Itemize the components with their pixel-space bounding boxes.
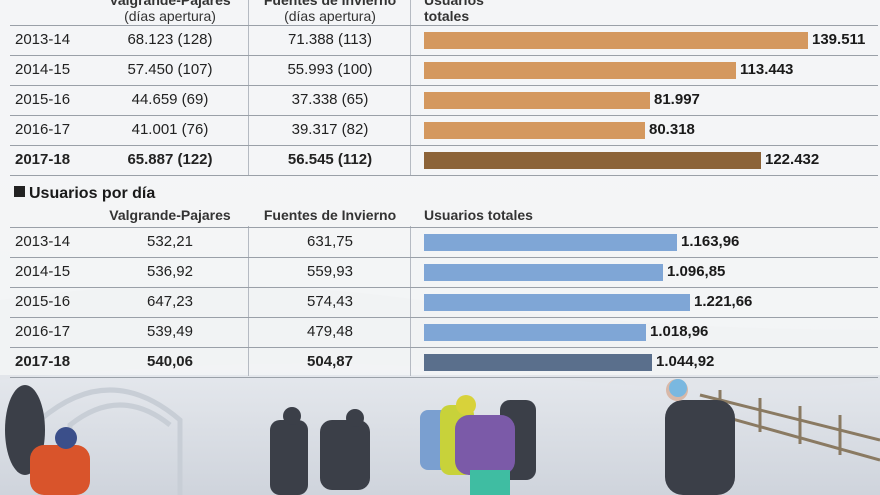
valgrande-value: 540,06 xyxy=(147,353,193,370)
row-rule xyxy=(10,317,878,318)
header-fuentes: Fuentes de Invierno (días apertura) xyxy=(263,0,397,24)
fuentes-value: 479,48 xyxy=(307,323,353,340)
season-label: 2015-16 xyxy=(15,91,71,108)
bar-value-label: 113.443 xyxy=(740,61,794,78)
table-row: 2014-15 57.450 (107) 55.993 (100) 113.443 xyxy=(0,55,880,85)
bar-usuarios xyxy=(424,152,761,169)
season-label: 2016-17 xyxy=(15,323,71,340)
bar-usuarios xyxy=(424,122,645,139)
row-rule xyxy=(10,287,878,288)
bar-value-label: 1.163,96 xyxy=(681,233,740,250)
row-rule xyxy=(10,85,878,86)
table-row: 2017-18 65.887 (122) 56.545 (112) 122.432 xyxy=(0,145,880,175)
fuentes-value: 55.993 (100) xyxy=(287,61,373,78)
fuentes-value: 39.317 (82) xyxy=(291,121,369,138)
bar-usuarios xyxy=(424,32,808,49)
table-row: 2016-17 41.001 (76) 39.317 (82) 80.318 xyxy=(0,115,880,145)
valgrande-value: 647,23 xyxy=(147,293,193,310)
row-rule xyxy=(10,55,878,56)
table-row: 2017-18 540,06 504,87 1.044,92 xyxy=(0,347,880,377)
row-rule xyxy=(10,227,878,228)
column-divider xyxy=(410,0,411,176)
table-row: 2016-17 539,49 479,48 1.018,96 xyxy=(0,317,880,347)
valgrande-value: 536,92 xyxy=(147,263,193,280)
row-rule xyxy=(10,25,878,26)
season-label: 2014-15 xyxy=(15,263,71,280)
bar-value-label: 80.318 xyxy=(649,121,695,138)
bar-value-label: 1.096,85 xyxy=(667,263,726,280)
season-label: 2013-14 xyxy=(15,31,71,48)
fuentes-value: 56.545 (112) xyxy=(287,151,373,168)
table-row: 2013-14 532,21 631,75 1.163,96 xyxy=(0,227,880,257)
valgrande-value: 539,49 xyxy=(147,323,193,340)
table-usuarios-totales: Valgrande-Pajares (días apertura) Fuente… xyxy=(0,0,880,180)
column-divider xyxy=(248,0,249,176)
section-title: Usuarios por día xyxy=(14,185,155,203)
fuentes-value: 631,75 xyxy=(307,233,353,250)
fuentes-value: 574,43 xyxy=(307,293,353,310)
valgrande-value: 44.659 (69) xyxy=(131,91,209,108)
row-rule xyxy=(10,175,878,176)
fuentes-value: 559,93 xyxy=(307,263,353,280)
bar-value-label: 139.511 xyxy=(812,31,866,48)
fuentes-value: 71.388 (113) xyxy=(288,31,372,48)
season-label: 2016-17 xyxy=(15,121,71,138)
bar-value-label: 81.997 xyxy=(654,91,700,108)
table-row: 2013-14 68.123 (128) 71.388 (113) 139.511 xyxy=(0,25,880,55)
row-rule xyxy=(10,145,878,146)
table-row: 2015-16 44.659 (69) 37.338 (65) 81.997 xyxy=(0,85,880,115)
bar-usuarios xyxy=(424,92,650,109)
season-label: 2017-18 xyxy=(15,151,71,168)
valgrande-value: 57.450 (107) xyxy=(127,61,213,78)
header-valgrande-dia: Valgrande-Pajares xyxy=(109,207,231,223)
valgrande-value: 41.001 (76) xyxy=(131,121,209,138)
season-label: 2014-15 xyxy=(15,61,71,78)
column-divider xyxy=(248,226,249,376)
bar-usuarios xyxy=(424,324,646,341)
bar-usuarios xyxy=(424,62,736,79)
bar-usuarios xyxy=(424,264,663,281)
bar-value-label: 1.018,96 xyxy=(650,323,709,340)
season-label: 2015-16 xyxy=(15,293,71,310)
bar-usuarios xyxy=(424,234,677,251)
square-bullet-icon xyxy=(14,186,25,197)
bar-usuarios xyxy=(424,354,652,371)
bar-value-label: 1.044,92 xyxy=(656,353,715,370)
bar-value-label: 122.432 xyxy=(765,151,820,168)
column-divider xyxy=(410,226,411,376)
valgrande-value: 65.887 (122) xyxy=(127,151,213,168)
bar-usuarios xyxy=(424,294,690,311)
row-rule xyxy=(10,347,878,348)
header-usuarios-totales: Usuarios totales xyxy=(424,0,484,24)
valgrande-value: 68.123 (128) xyxy=(127,31,213,48)
bar-value-label: 1.221,66 xyxy=(694,293,753,310)
season-label: 2013-14 xyxy=(15,233,71,250)
fuentes-value: 37.338 (65) xyxy=(291,91,369,108)
row-rule xyxy=(10,377,878,378)
row-rule xyxy=(10,115,878,116)
fuentes-value: 504,87 xyxy=(307,353,353,370)
row-rule xyxy=(10,257,878,258)
header-valgrande: Valgrande-Pajares (días apertura) xyxy=(109,0,231,24)
table-row: 2015-16 647,23 574,43 1.221,66 xyxy=(0,287,880,317)
header-fuentes-dia: Fuentes de Invierno xyxy=(263,207,397,223)
season-label: 2017-18 xyxy=(15,353,71,370)
table-row: 2014-15 536,92 559,93 1.096,85 xyxy=(0,257,880,287)
valgrande-value: 532,21 xyxy=(147,233,193,250)
header-usuarios-totales-dia: Usuarios totales xyxy=(424,207,533,223)
